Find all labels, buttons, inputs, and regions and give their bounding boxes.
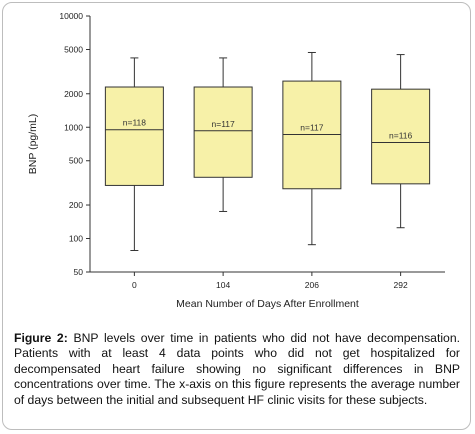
x-tick-label-0: 0 <box>132 280 137 290</box>
box-3: n=116 <box>371 54 431 229</box>
y-axis-tick-labels: 10000 5000 2000 1000 500 200 100 50 <box>59 11 83 277</box>
y-axis-label: BNP (pg/mL) <box>27 114 39 175</box>
box-iqr-1 <box>193 86 253 178</box>
box-0: n=118 <box>104 57 164 252</box>
y-tick-label-7: 50 <box>74 267 84 277</box>
n-label-0: n=118 <box>123 118 147 128</box>
box-2: n=117 <box>282 51 342 246</box>
box-series: n=118 n=117 n=117 n=116 <box>104 51 431 252</box>
x-tick-label-1: 104 <box>216 280 230 290</box>
n-label-2: n=117 <box>300 123 324 133</box>
box-iqr-3 <box>371 88 431 185</box>
figure-panel <box>2 2 471 430</box>
y-tick-label-0: 10000 <box>59 11 83 21</box>
y-tick-label-2: 2000 <box>64 89 83 99</box>
caption-prefix: Figure 2: <box>14 331 68 345</box>
x-axis-label: Mean Number of Days After Enrollment <box>176 298 359 310</box>
x-tick-label-2: 206 <box>305 280 319 290</box>
box-iqr-0 <box>104 86 164 186</box>
y-tick-label-4: 500 <box>69 156 83 166</box>
n-label-1: n=117 <box>212 119 236 129</box>
x-tick-label-3: 292 <box>394 280 408 290</box>
box-1: n=117 <box>193 57 253 212</box>
x-axis-tick-labels: 0 104 206 292 <box>132 272 408 290</box>
y-axis-ticks <box>86 15 90 273</box>
n-label-3: n=116 <box>389 130 413 140</box>
y-tick-label-3: 1000 <box>64 122 83 132</box>
y-tick-label-1: 5000 <box>64 44 83 54</box>
figure-caption: Figure 2: BNP levels over time in patien… <box>14 331 460 408</box>
y-tick-label-5: 200 <box>69 200 83 210</box>
y-tick-label-6: 100 <box>69 234 83 244</box>
caption-text: BNP levels over time in patients who did… <box>14 331 460 407</box>
